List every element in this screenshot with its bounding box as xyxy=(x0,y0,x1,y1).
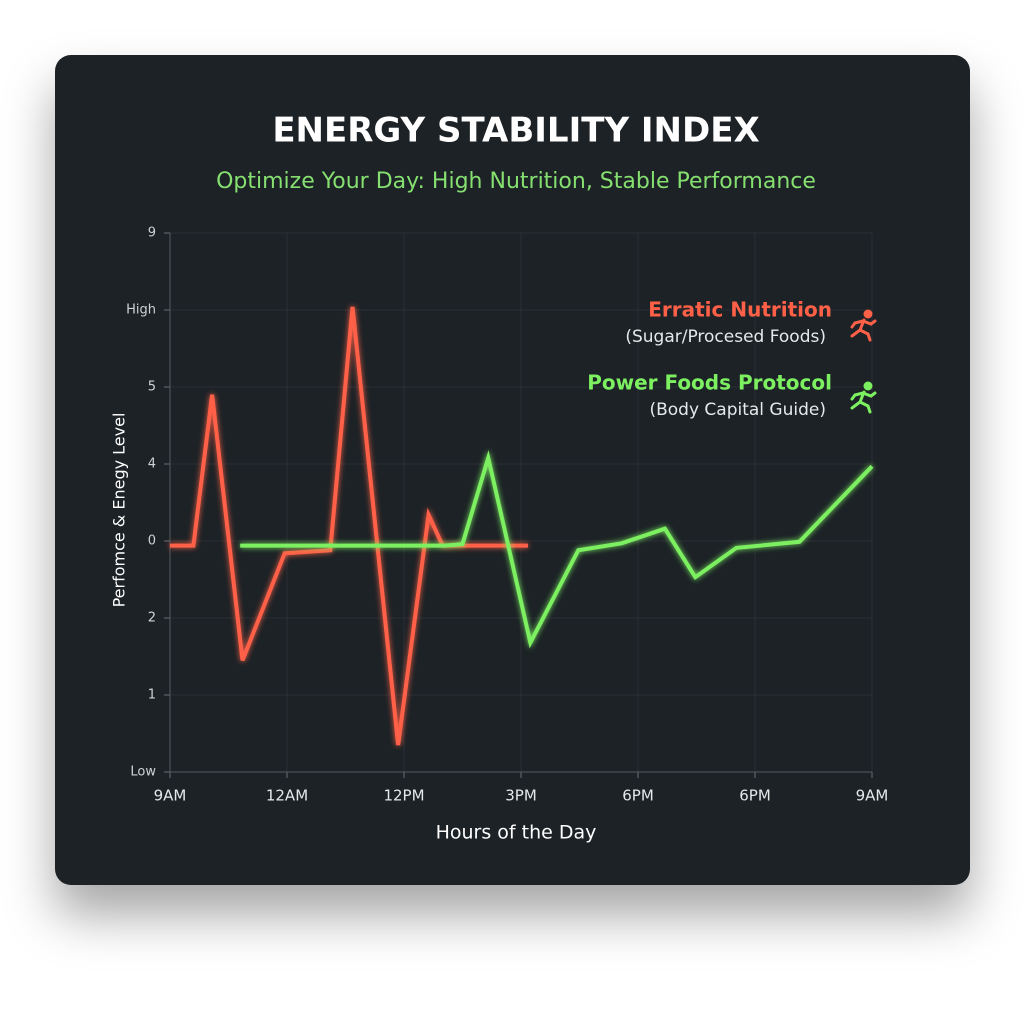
x-tick-label: 3PM xyxy=(505,787,537,805)
chart-title: ENERGY STABILITY INDEX xyxy=(272,111,759,151)
x-tick-label: 12AM xyxy=(266,787,308,805)
runner-icon xyxy=(850,309,877,342)
y-tick-label: 5 xyxy=(148,380,156,395)
x-tick-label: 6PM xyxy=(739,787,771,805)
card xyxy=(55,55,970,885)
x-tick-label: 9AM xyxy=(154,787,187,805)
y-tick-label: 0 xyxy=(148,534,156,549)
y-tick-label: 2 xyxy=(148,611,156,626)
x-axis-label: Hours of the Day xyxy=(436,822,597,844)
legend-label: Power Foods Protocol xyxy=(587,371,832,395)
series-line xyxy=(170,306,529,746)
x-tick-label: 9AM xyxy=(856,787,889,805)
chart-subtitle: Optimize Your Day: High Nutrition, Stabl… xyxy=(216,169,816,194)
series-line xyxy=(240,449,874,649)
runner-icon xyxy=(850,381,877,414)
y-tick-label: High xyxy=(126,303,156,318)
legend: Erratic Nutrition (Sugar/Procesed Foods) P… xyxy=(587,298,832,421)
y-tick-label: 9 xyxy=(148,226,156,241)
x-tick-label: 6PM xyxy=(622,787,654,805)
y-tick-label: 1 xyxy=(148,688,156,703)
legend-sublabel: (Sugar/Procesed Foods) xyxy=(625,327,826,347)
plot: Low 1 2 0 4 5 High 9 9AM 12AM 12PM 3PM 6PM 6PM 9AM xyxy=(126,226,888,805)
y-tick-label: Low xyxy=(130,765,156,780)
legend-label: Erratic Nutrition xyxy=(648,298,832,322)
y-tick-label: 4 xyxy=(148,457,156,472)
x-tick-label: 12PM xyxy=(383,787,424,805)
legend-sublabel: (Body Capital Guide) xyxy=(649,400,826,420)
y-axis-label: Perfomce & Enegy Level xyxy=(110,413,129,608)
